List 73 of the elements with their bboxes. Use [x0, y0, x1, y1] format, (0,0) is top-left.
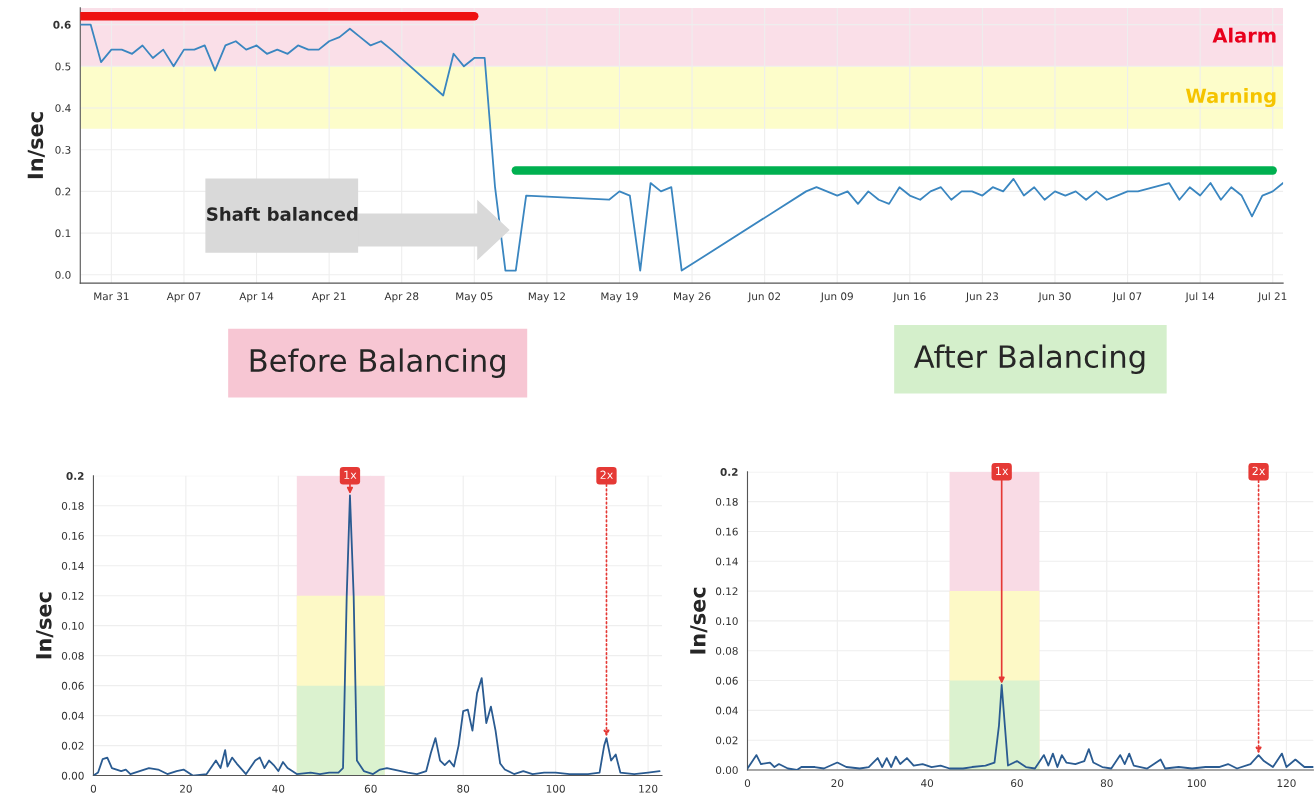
y-tick-label: 0.0 — [55, 270, 71, 279]
x-tick-label: 40 — [272, 784, 285, 793]
y-tick-label: 0.04 — [715, 706, 738, 715]
x-tick-label: 40 — [921, 779, 934, 788]
x-tick-label: 20 — [180, 784, 192, 793]
x-tick-label: Jun 16 — [892, 292, 926, 303]
x-tick-label: Jun 30 — [1038, 292, 1071, 303]
y-tick-label: 0.08 — [715, 646, 738, 655]
y-tick-label: 0.10 — [715, 617, 738, 626]
chart-title: After Balancing — [913, 344, 1145, 375]
x-tick-label: Jul 07 — [1112, 292, 1142, 303]
annotation: 1x — [344, 470, 357, 479]
x-tick-label: May 19 — [601, 292, 638, 303]
y-tick-label: 0.14 — [715, 557, 738, 566]
y-tick-label: 0.14 — [61, 561, 84, 570]
x-tick-label: 120 — [639, 784, 658, 793]
y-axis-title: In/sec — [690, 587, 708, 654]
y-tick-label: 0.2 — [720, 468, 738, 476]
x-tick-label: Jul 14 — [1185, 292, 1215, 303]
x-tick-label: Apr 28 — [384, 292, 419, 303]
band-label: Alarm — [1212, 27, 1276, 43]
y-tick-label: 0.06 — [715, 676, 738, 685]
x-tick-label: 120 — [1277, 779, 1296, 788]
x-tick-label: Jun 02 — [747, 292, 781, 303]
y-tick-label: 0.02 — [715, 736, 738, 745]
y-tick-label: 0.16 — [715, 527, 738, 536]
y-tick-label: 0.04 — [61, 711, 84, 720]
x-tick-label: Apr 07 — [166, 292, 201, 303]
x-tick-label: Jun 09 — [820, 292, 853, 303]
y-tick-label: 0.2 — [66, 472, 84, 480]
y-tick-label: 0.08 — [61, 651, 84, 660]
line-series — [80, 23, 1284, 272]
y-tick-label: 0.02 — [61, 741, 84, 750]
chart-title: Before Balancing — [250, 348, 505, 378]
y-axis-title: In/sec — [27, 112, 45, 179]
x-tick-label: 20 — [831, 779, 844, 788]
y-tick-label: 0.00 — [61, 771, 84, 780]
y-tick-label: 0.12 — [715, 587, 738, 596]
y-tick-label: 0.3 — [55, 145, 71, 154]
y-tick-label: 0.18 — [61, 502, 84, 510]
y-tick-label: 0.6 — [53, 20, 71, 29]
x-tick-label: Mar 31 — [94, 292, 129, 301]
x-tick-label: 80 — [1100, 779, 1113, 788]
x-tick-label: 100 — [546, 784, 565, 793]
annotation: Shaft balanced — [207, 206, 358, 221]
y-tick-label: 0.00 — [715, 766, 738, 775]
y-tick-label: 0.2 — [55, 187, 71, 196]
annotation: 2x — [1252, 466, 1266, 475]
y-tick-label: 0.16 — [61, 531, 84, 540]
y-tick-label: 0.5 — [55, 62, 71, 71]
x-tick-label: May 12 — [528, 292, 565, 303]
y-tick-label: 0.10 — [61, 621, 84, 630]
x-tick-label: Jul 21 — [1257, 292, 1287, 303]
annotation: 1x — [996, 466, 1009, 475]
x-tick-label: Apr 14 — [239, 292, 274, 303]
x-tick-label: 60 — [1011, 779, 1023, 788]
x-tick-label: May 05 — [456, 292, 493, 303]
band-label: Warning — [1185, 88, 1276, 108]
annotation: 2x — [600, 470, 613, 479]
x-tick-label: 100 — [1187, 779, 1206, 788]
x-tick-label: 0 — [744, 779, 751, 788]
x-tick-label: Jun 23 — [965, 292, 998, 303]
y-tick-label: 0.06 — [61, 681, 84, 690]
x-tick-label: Apr 21 — [311, 292, 346, 303]
y-axis-title: In/sec — [36, 592, 54, 659]
y-tick-label: 0.18 — [715, 497, 738, 506]
x-tick-label: 0 — [90, 784, 97, 793]
y-tick-label: 0.4 — [55, 104, 71, 113]
x-tick-label: May 26 — [674, 292, 711, 303]
y-tick-label: 0.12 — [61, 591, 84, 600]
x-tick-label: 80 — [457, 784, 470, 793]
y-tick-label: 0.1 — [55, 229, 71, 238]
x-tick-label: 60 — [364, 784, 377, 793]
